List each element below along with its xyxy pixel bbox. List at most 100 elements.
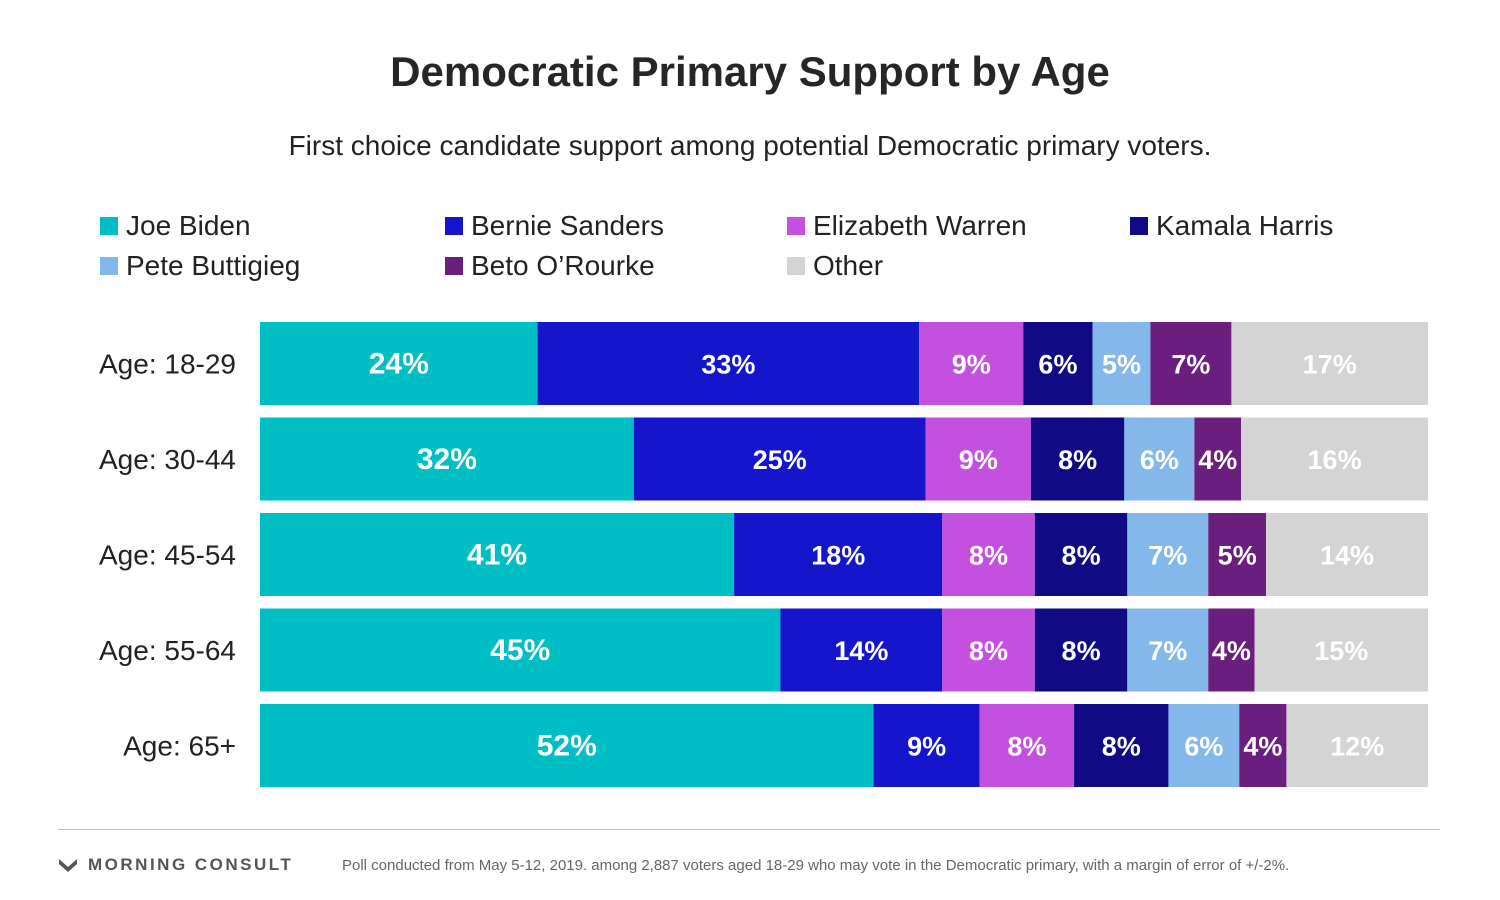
data-label: 9% bbox=[959, 445, 998, 475]
data-label: 52% bbox=[537, 730, 597, 763]
bar-segment bbox=[1124, 417, 1195, 501]
data-label: 8% bbox=[1058, 445, 1097, 475]
data-label: 41% bbox=[467, 539, 527, 572]
chart-subtitle: First choice candidate support among pot… bbox=[288, 130, 1212, 161]
data-label: 7% bbox=[1171, 350, 1210, 380]
bar-segment bbox=[260, 704, 874, 787]
bar-segment bbox=[1194, 417, 1242, 501]
data-label: 6% bbox=[1140, 445, 1179, 475]
data-label: 9% bbox=[952, 350, 991, 380]
bar-segment bbox=[942, 608, 1035, 692]
legend-item: Other bbox=[787, 250, 883, 282]
bar-segment bbox=[780, 608, 943, 692]
legend-swatch bbox=[100, 217, 118, 235]
legend-item: Joe Biden bbox=[100, 210, 251, 242]
stacked-bar-chart: Age: 18-29 24% 33% 9% 6% 5% 7% 17% Age: 30-44 32%… bbox=[99, 322, 1428, 787]
data-label: 45% bbox=[490, 634, 550, 667]
bar-segment bbox=[1266, 513, 1428, 596]
bar-segment bbox=[873, 704, 980, 787]
data-label: 8% bbox=[1102, 732, 1141, 762]
data-label: 25% bbox=[753, 445, 807, 475]
data-label: 9% bbox=[907, 732, 946, 762]
bar-segment bbox=[1208, 513, 1267, 596]
data-label: 8% bbox=[969, 636, 1008, 666]
legend-item: Bernie Sanders bbox=[445, 210, 664, 242]
bar-segment bbox=[1208, 608, 1255, 692]
data-label: 4% bbox=[1198, 445, 1237, 475]
data-label: 4% bbox=[1243, 732, 1282, 762]
brand-logo: MORNING CONSULT bbox=[58, 855, 293, 875]
bar-segment bbox=[942, 513, 1035, 596]
bar-segment bbox=[260, 608, 781, 692]
data-label: 5% bbox=[1218, 541, 1257, 571]
chart-title: Democratic Primary Support by Age bbox=[390, 48, 1110, 95]
data-label: 4% bbox=[1212, 636, 1251, 666]
data-label: 5% bbox=[1102, 350, 1141, 380]
bar-segment bbox=[1034, 513, 1128, 596]
bar-segment bbox=[537, 322, 920, 405]
bar-segment bbox=[1286, 704, 1428, 787]
legend-label: Bernie Sanders bbox=[471, 210, 665, 241]
legend-swatch bbox=[445, 217, 463, 235]
legend-label: Beto O’Rourke bbox=[471, 250, 655, 281]
legend-swatch bbox=[787, 257, 805, 275]
data-label: 12% bbox=[1330, 732, 1384, 762]
legend-label: Pete Buttigieg bbox=[126, 250, 301, 281]
bar-segment bbox=[1241, 417, 1428, 501]
bar-segment bbox=[260, 513, 735, 596]
bar-segment bbox=[1023, 322, 1093, 405]
data-label: 7% bbox=[1148, 541, 1187, 571]
category-label: Age: 45-54 bbox=[99, 540, 236, 571]
data-label: 8% bbox=[1062, 636, 1101, 666]
bar-segment bbox=[734, 513, 943, 596]
data-label: 16% bbox=[1308, 445, 1362, 475]
data-label: 17% bbox=[1303, 350, 1357, 380]
bar-segment bbox=[260, 417, 634, 501]
data-label: 8% bbox=[969, 541, 1008, 571]
legend-label: Other bbox=[813, 250, 884, 281]
bar-segment bbox=[1168, 704, 1240, 787]
legend-item: Pete Buttigieg bbox=[100, 250, 300, 282]
data-label: 18% bbox=[811, 541, 865, 571]
data-label: 8% bbox=[1007, 732, 1046, 762]
data-label: 15% bbox=[1314, 636, 1368, 666]
category-label: Age: 65+ bbox=[123, 731, 236, 762]
legend-label: Elizabeth Warren bbox=[813, 210, 1027, 241]
morning-consult-logo-icon bbox=[59, 859, 77, 872]
bar-segment bbox=[1127, 608, 1209, 692]
bar-segment bbox=[1092, 322, 1151, 405]
data-label: 33% bbox=[701, 350, 755, 380]
legend-item: Elizabeth Warren bbox=[787, 210, 1027, 242]
legend: Joe Biden Bernie Sanders Elizabeth Warren K… bbox=[100, 210, 1460, 290]
data-label: 6% bbox=[1038, 350, 1077, 380]
footer-divider bbox=[58, 829, 1440, 830]
bar-segment bbox=[1034, 608, 1128, 692]
bar-segment bbox=[979, 704, 1075, 787]
bar-segment bbox=[260, 322, 538, 405]
legend-swatch bbox=[787, 217, 805, 235]
bar-segment bbox=[1254, 608, 1428, 692]
bar-segment bbox=[1030, 417, 1125, 501]
data-label: 7% bbox=[1148, 636, 1187, 666]
legend-swatch bbox=[1130, 217, 1148, 235]
footnote: Poll conducted from May 5-12, 2019. amon… bbox=[342, 857, 1290, 874]
bar-segment bbox=[1150, 322, 1232, 405]
legend-swatch bbox=[445, 257, 463, 275]
data-label: 14% bbox=[834, 636, 888, 666]
data-label: 32% bbox=[417, 443, 477, 476]
legend-item: Beto O’Rourke bbox=[445, 250, 655, 282]
bar-segment bbox=[919, 322, 1024, 405]
bar-segment bbox=[1074, 704, 1169, 787]
legend-label: Joe Biden bbox=[126, 210, 251, 241]
bar-segment bbox=[1231, 322, 1428, 405]
legend-swatch bbox=[100, 257, 118, 275]
category-label: Age: 55-64 bbox=[99, 635, 236, 666]
data-label: 14% bbox=[1320, 541, 1374, 571]
legend-label: Kamala Harris bbox=[1156, 210, 1334, 241]
bar-segment bbox=[633, 417, 926, 501]
category-label: Age: 30-44 bbox=[99, 444, 236, 475]
bar-segment bbox=[1239, 704, 1287, 787]
bar-segment bbox=[1127, 513, 1209, 596]
data-label: 6% bbox=[1184, 732, 1223, 762]
category-label: Age: 18-29 bbox=[99, 349, 236, 380]
